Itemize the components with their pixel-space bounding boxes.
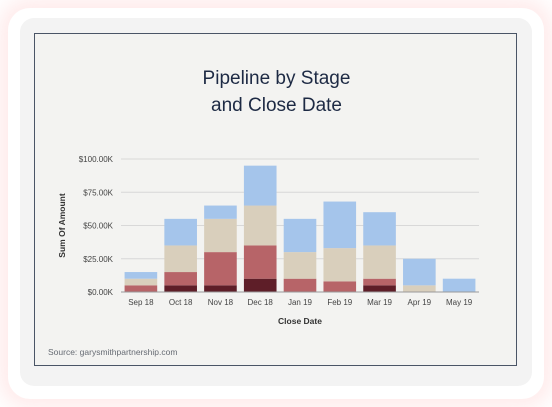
y-tick-label: $0.00K	[88, 288, 114, 297]
bar-segment	[124, 272, 158, 279]
bar-segment	[363, 285, 396, 292]
bar-segment	[403, 258, 436, 286]
bar-segment	[204, 285, 237, 292]
chart-frame: Pipeline by Stage and Close Date $0.00K $…	[34, 33, 517, 366]
bar-segment	[403, 285, 436, 292]
bar-segment	[283, 252, 317, 279]
bar-segment	[164, 272, 197, 286]
y-axis-label: Sum Of Amount	[57, 193, 67, 258]
x-tick-label: Apr 19	[408, 298, 432, 307]
x-tick-label: Dec 18	[248, 298, 274, 307]
bar-segment	[164, 218, 197, 246]
chart-title-line-1: Pipeline by Stage	[202, 68, 351, 89]
bar-segment	[363, 245, 396, 279]
bar-segment	[124, 278, 158, 286]
x-tick-label: Oct 18	[169, 298, 193, 307]
x-tick-label: Sep 18	[128, 298, 154, 307]
bar-segment	[283, 278, 317, 292]
bar-segment	[243, 278, 277, 292]
source-note: Source: garysmithpartnership.com	[48, 347, 178, 357]
bar-segment	[442, 278, 476, 292]
bar-segment	[323, 201, 357, 249]
y-tick-label: $25.00K	[83, 255, 113, 264]
chart-title-line-2: and Close Date	[211, 95, 342, 116]
bar-segment	[243, 245, 277, 279]
bar-segment	[164, 245, 197, 273]
bar-segment	[363, 278, 396, 286]
bar-segment	[363, 212, 396, 246]
x-axis-label: Close Date	[278, 316, 322, 326]
bar-segment	[323, 248, 357, 282]
x-tick-label: May 19	[446, 298, 473, 307]
bar-segment	[283, 218, 317, 253]
x-tick-label: Feb 19	[327, 298, 352, 307]
bar-segment	[323, 281, 357, 292]
stacked-bar-chart: $0.00K $25.00K $50.00K $75.00K $100.00K Sep 1…	[57, 155, 479, 326]
bar-segment	[204, 252, 237, 286]
y-tick-label: $75.00K	[83, 188, 113, 197]
bar-segment	[164, 285, 197, 292]
bar-segment	[243, 165, 277, 206]
bar-segment	[204, 218, 237, 253]
x-tick-label: Nov 18	[208, 298, 234, 307]
bar-segment	[243, 205, 277, 246]
bar-segment	[204, 205, 237, 219]
x-tick-label: Jan 19	[288, 298, 313, 307]
x-tick-label: Mar 19	[367, 298, 392, 307]
bar-segment	[124, 285, 158, 292]
y-tick-label: $100.00K	[79, 155, 114, 164]
y-tick-label: $50.00K	[83, 222, 113, 231]
